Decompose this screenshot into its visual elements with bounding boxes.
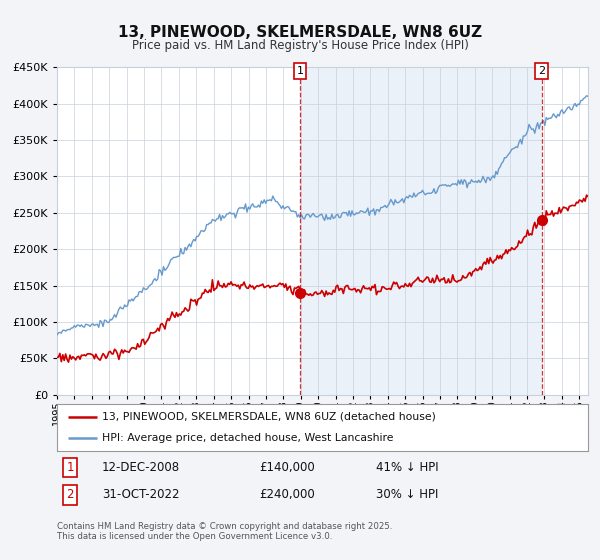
Text: £140,000: £140,000 [259,461,314,474]
Text: Price paid vs. HM Land Registry's House Price Index (HPI): Price paid vs. HM Land Registry's House … [131,39,469,52]
Text: 13, PINEWOOD, SKELMERSDALE, WN8 6UZ (detached house): 13, PINEWOOD, SKELMERSDALE, WN8 6UZ (det… [102,412,436,422]
Bar [300,67,542,395]
Text: 1: 1 [67,461,74,474]
Text: 2: 2 [67,488,74,501]
Text: 41% ↓ HPI: 41% ↓ HPI [376,461,438,474]
Text: This data is licensed under the Open Government Licence v3.0.: This data is licensed under the Open Gov… [57,532,332,541]
Text: Contains HM Land Registry data © Crown copyright and database right 2025.: Contains HM Land Registry data © Crown c… [57,522,392,531]
Text: 31-OCT-2022: 31-OCT-2022 [102,488,179,501]
Text: 1: 1 [296,66,304,76]
Text: 13, PINEWOOD, SKELMERSDALE, WN8 6UZ: 13, PINEWOOD, SKELMERSDALE, WN8 6UZ [118,25,482,40]
Text: 12-DEC-2008: 12-DEC-2008 [102,461,180,474]
Text: 30% ↓ HPI: 30% ↓ HPI [376,488,438,501]
Text: HPI: Average price, detached house, West Lancashire: HPI: Average price, detached house, West… [102,433,394,444]
Text: £240,000: £240,000 [259,488,314,501]
Text: 2: 2 [538,66,545,76]
